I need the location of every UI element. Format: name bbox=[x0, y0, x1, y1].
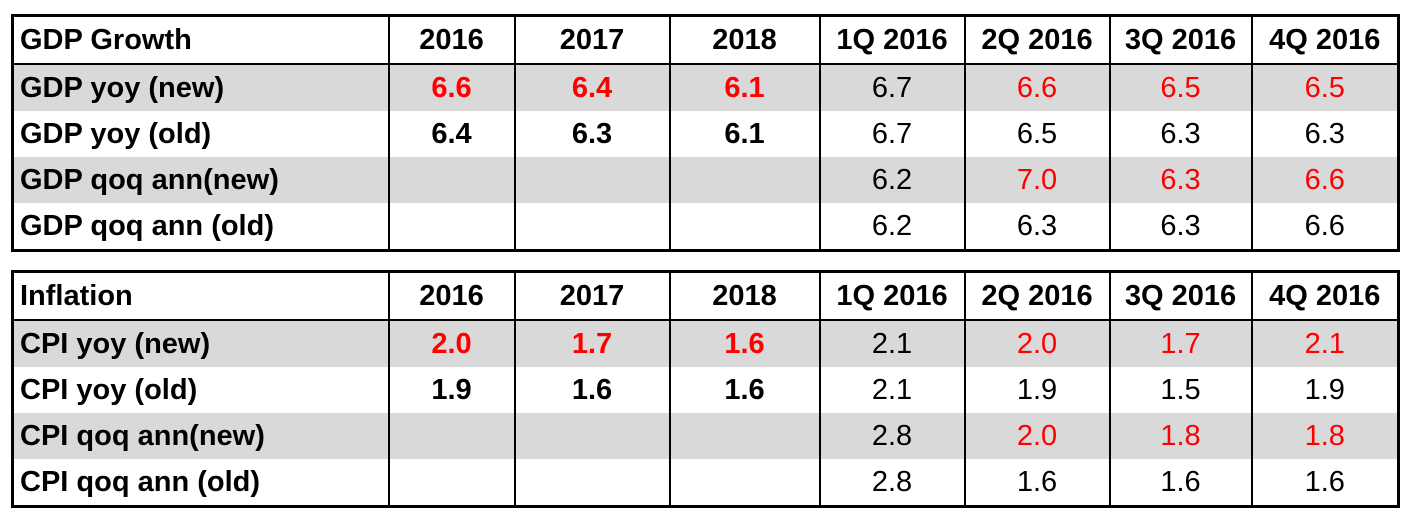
value-cell: 1.9 bbox=[1250, 367, 1399, 413]
value-cell: 6.2 bbox=[818, 203, 965, 251]
value-cell bbox=[668, 203, 820, 251]
value-cell: 2.8 bbox=[818, 459, 965, 507]
value-cell: 2.0 bbox=[963, 413, 1110, 459]
value-cell: 1.7 bbox=[1108, 320, 1252, 367]
value-cell: 7.0 bbox=[963, 157, 1110, 203]
value-cell: 1.6 bbox=[513, 367, 670, 413]
column-header-1q-2016: 1Q 2016 bbox=[818, 15, 965, 65]
value-cell: 6.3 bbox=[1108, 157, 1252, 203]
value-cell bbox=[513, 413, 670, 459]
table-row: CPI qoq ann (old) 2.8 1.6 1.6 1.6 bbox=[13, 459, 1399, 507]
value-cell bbox=[668, 157, 820, 203]
value-cell: 6.4 bbox=[387, 111, 515, 157]
value-cell: 2.0 bbox=[963, 320, 1110, 367]
inflation-table: Inflation 2016 2017 2018 1Q 2016 2Q 2016 3Q 20… bbox=[11, 270, 1400, 508]
column-header-2016: 2016 bbox=[387, 271, 515, 321]
value-cell: 1.6 bbox=[1108, 459, 1252, 507]
value-cell: 1.5 bbox=[1108, 367, 1252, 413]
value-cell: 6.6 bbox=[1250, 157, 1399, 203]
header-row: GDP Growth 2016 2017 2018 1Q 2016 2Q 2016 3Q 2… bbox=[12, 15, 1399, 65]
column-header-2017: 2017 bbox=[513, 15, 670, 65]
value-cell: 6.6 bbox=[1250, 203, 1399, 251]
row-label: GDP yoy (old) bbox=[20, 117, 212, 150]
table-title: Inflation bbox=[12, 271, 389, 321]
column-header-2017: 2017 bbox=[513, 271, 670, 321]
table-row: GDP qoq ann (old) 6.2 6.3 6.3 6.6 bbox=[13, 203, 1399, 251]
table-title: GDP Growth bbox=[12, 15, 389, 65]
value-cell: 2.1 bbox=[818, 367, 965, 413]
value-cell: 6.5 bbox=[963, 111, 1110, 157]
value-cell: 6.7 bbox=[818, 111, 965, 157]
value-cell: 6.2 bbox=[818, 157, 965, 203]
row-label: CPI yoy (new) bbox=[12, 320, 389, 367]
column-header-4q-2016: 4Q 2016 bbox=[1250, 15, 1399, 65]
value-cell: 6.4 bbox=[513, 64, 670, 111]
value-cell bbox=[668, 459, 820, 507]
value-cell: 6.1 bbox=[668, 111, 820, 157]
table-row: GDP yoy (old) 6.4 6.3 6.1 6.7 6.5 6.3 6.3 bbox=[13, 111, 1399, 157]
value-cell: 1.6 bbox=[668, 367, 820, 413]
value-cell bbox=[668, 413, 820, 459]
column-header-2016: 2016 bbox=[387, 15, 515, 65]
value-cell: 1.8 bbox=[1250, 413, 1399, 459]
value-cell: 1.6 bbox=[963, 459, 1110, 507]
value-cell bbox=[513, 157, 670, 203]
row-label: GDP qoq ann(new) bbox=[12, 157, 389, 203]
column-header-2q-2016: 2Q 2016 bbox=[963, 15, 1110, 65]
column-header-2018: 2018 bbox=[668, 271, 820, 321]
gdp-growth-table: GDP Growth 2016 2017 2018 1Q 2016 2Q 2016 3Q 2… bbox=[11, 14, 1400, 252]
value-cell: 2.1 bbox=[1250, 320, 1399, 367]
value-cell: 6.3 bbox=[1108, 203, 1252, 251]
column-header-2q-2016: 2Q 2016 bbox=[963, 271, 1110, 321]
table-row: CPI yoy (old) 1.9 1.6 1.6 2.1 1.9 1.5 1.9 bbox=[13, 367, 1399, 413]
column-header-4q-2016: 4Q 2016 bbox=[1250, 271, 1399, 321]
value-cell bbox=[513, 459, 670, 507]
column-header-3q-2016: 3Q 2016 bbox=[1108, 15, 1252, 65]
value-cell: 6.3 bbox=[1250, 111, 1399, 157]
column-header-3q-2016: 3Q 2016 bbox=[1108, 271, 1252, 321]
value-cell: 2.8 bbox=[818, 413, 965, 459]
row-label: GDP qoq ann (old) bbox=[20, 209, 274, 242]
row-label: CPI qoq ann(new) bbox=[12, 413, 389, 459]
value-cell: 1.6 bbox=[1250, 459, 1399, 507]
value-cell: 6.7 bbox=[818, 64, 965, 111]
value-cell: 6.5 bbox=[1108, 64, 1252, 111]
value-cell bbox=[387, 157, 515, 203]
table-row: GDP yoy (new) 6.6 6.4 6.1 6.7 6.6 6.5 6.5 bbox=[12, 64, 1399, 111]
value-cell: 1.9 bbox=[387, 367, 515, 413]
value-cell: 6.5 bbox=[1250, 64, 1399, 111]
value-cell: 2.1 bbox=[818, 320, 965, 367]
value-cell: 6.6 bbox=[387, 64, 515, 111]
table-row: CPI qoq ann(new) 2.8 2.0 1.8 1.8 bbox=[12, 413, 1399, 459]
value-cell: 1.8 bbox=[1108, 413, 1252, 459]
column-header-1q-2016: 1Q 2016 bbox=[818, 271, 965, 321]
header-row: Inflation 2016 2017 2018 1Q 2016 2Q 2016 3Q 20… bbox=[12, 271, 1399, 321]
table-row: CPI yoy (new) 2.0 1.7 1.6 2.1 2.0 1.7 2.1 bbox=[12, 320, 1399, 367]
value-cell: 2.0 bbox=[387, 320, 515, 367]
value-cell bbox=[387, 413, 515, 459]
row-label: GDP yoy (new) bbox=[12, 64, 389, 111]
row-label: CPI qoq ann (old) bbox=[20, 465, 261, 498]
row-label: CPI yoy (old) bbox=[20, 373, 198, 406]
value-cell: 6.3 bbox=[963, 203, 1110, 251]
value-cell: 1.9 bbox=[963, 367, 1110, 413]
value-cell: 6.3 bbox=[1108, 111, 1252, 157]
value-cell bbox=[387, 203, 515, 251]
table-row: GDP qoq ann(new) 6.2 7.0 6.3 6.6 bbox=[12, 157, 1399, 203]
value-cell: 1.6 bbox=[668, 320, 820, 367]
value-cell: 6.1 bbox=[668, 64, 820, 111]
value-cell bbox=[387, 459, 515, 507]
value-cell: 6.3 bbox=[513, 111, 670, 157]
value-cell: 6.6 bbox=[963, 64, 1110, 111]
value-cell: 1.7 bbox=[513, 320, 670, 367]
value-cell bbox=[513, 203, 670, 251]
column-header-2018: 2018 bbox=[668, 15, 820, 65]
